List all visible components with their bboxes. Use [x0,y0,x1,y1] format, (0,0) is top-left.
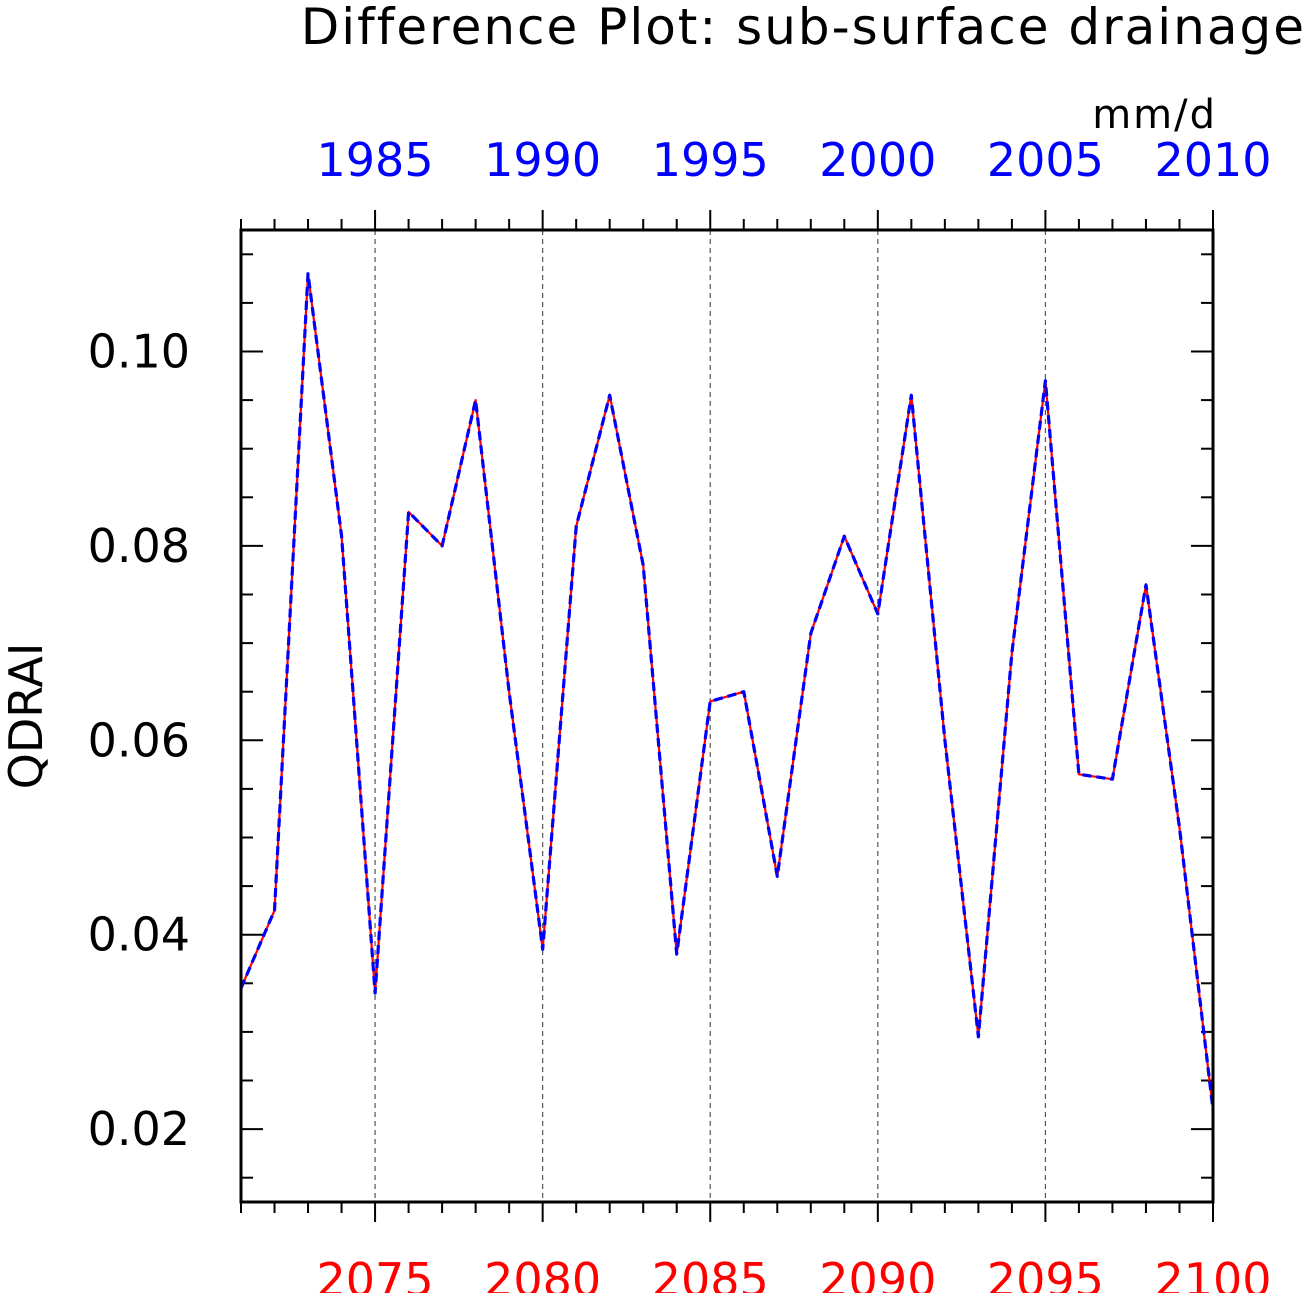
data-series [239,272,1215,1110]
y-tick-label: 0.08 [88,519,190,573]
top-tick-label: 1995 [652,133,769,187]
y-tick-label: 0.04 [88,908,190,962]
y-tick-label: 0.10 [88,325,190,379]
x-tick-label: 2100 [1154,1253,1271,1293]
top-tick-label: 2010 [1154,133,1271,187]
x-tick-label: 2090 [819,1253,936,1293]
series-line-2 [239,272,1215,1110]
top-tick-label: 1990 [484,133,601,187]
x-tick-label: 2085 [652,1253,769,1293]
y-axis-label: QDRAI [0,643,53,790]
y-tick-label: 0.02 [88,1102,190,1156]
x-tick-label: 2095 [987,1253,1104,1293]
top-tick-label: 1985 [317,133,434,187]
top-tick-label: 2005 [987,133,1104,187]
axis-ticks [240,210,1214,1222]
y-tick-label: 0.06 [88,713,190,767]
x-tick-label: 2075 [317,1253,434,1293]
units-label: mm/d [1092,92,1217,138]
tick-labels: 2075 2080 2085 2090 2095 2100 1985 1990 1995 2000… [88,133,1272,1293]
top-tick-label: 2000 [819,133,936,187]
x-tick-label: 2080 [484,1253,601,1293]
chart-title: Difference Plot: sub-surface drainage [301,0,1306,56]
plot-frame [239,228,1215,1204]
